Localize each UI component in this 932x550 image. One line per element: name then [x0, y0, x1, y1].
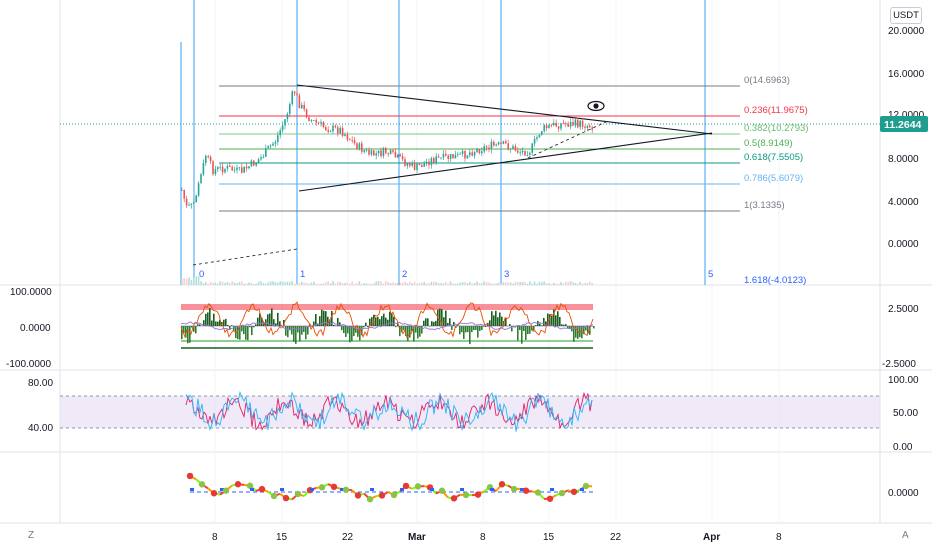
svg-text:40.00: 40.00 — [28, 423, 53, 434]
svg-text:8.0000: 8.0000 — [888, 154, 919, 165]
svg-text:5: 5 — [708, 269, 713, 280]
svg-text:0.0000: 0.0000 — [888, 239, 919, 250]
cycle-lines — [180, 0, 706, 285]
svg-text:-2.5000: -2.5000 — [882, 359, 916, 370]
svg-text:12.0000: 12.0000 — [888, 110, 925, 121]
time-axis[interactable]: 8 15 22 Mar 8 15 22 Apr 8 — [212, 532, 782, 543]
svg-text:16.0000: 16.0000 — [888, 69, 925, 80]
svg-text:1.618(-4.0123): 1.618(-4.0123) — [744, 275, 806, 286]
svg-text:0(14.6963): 0(14.6963) — [744, 75, 790, 86]
svg-text:22: 22 — [342, 532, 354, 543]
svg-text:0.0000: 0.0000 — [888, 488, 919, 499]
oscillator-pane-1 — [180, 301, 595, 349]
svg-text:0: 0 — [199, 269, 204, 280]
svg-text:2.5000: 2.5000 — [888, 304, 919, 315]
svg-text:0.618(7.5505): 0.618(7.5505) — [744, 152, 803, 163]
svg-text:50.00: 50.00 — [893, 408, 918, 419]
auto-scale-button[interactable]: A — [902, 530, 909, 541]
svg-text:0.0000: 0.0000 — [20, 323, 51, 334]
eye-icon[interactable] — [587, 100, 605, 112]
svg-text:15: 15 — [543, 532, 555, 543]
currency-unit-button[interactable]: USDT — [890, 7, 922, 24]
svg-text:11.2644: 11.2644 — [884, 119, 922, 131]
svg-text:8: 8 — [480, 532, 486, 543]
volume-bars — [181, 275, 593, 285]
price-candles — [181, 90, 593, 209]
svg-text:3: 3 — [504, 269, 509, 280]
triangle-pattern[interactable] — [296, 84, 713, 192]
price-axis[interactable]: 20.0000 16.0000 12.0000 8.0000 4.0000 0.… — [888, 26, 925, 250]
osc3-axis: 0.0000 — [888, 488, 919, 499]
osc1-axes: 100.0000 0.0000 -100.0000 2.5000 -2.5000 — [6, 287, 919, 370]
rsi-pane — [60, 390, 880, 432]
svg-text:2: 2 — [402, 269, 407, 280]
svg-text:1(3.1335): 1(3.1335) — [744, 200, 785, 211]
svg-text:100.00: 100.00 — [888, 375, 919, 386]
svg-text:20.0000: 20.0000 — [888, 26, 925, 37]
svg-text:15: 15 — [276, 532, 288, 543]
rsi-axes: 80.00 40.00 100.00 50.00 0.00 — [28, 375, 919, 453]
svg-text:8: 8 — [212, 532, 218, 543]
svg-text:Apr: Apr — [703, 532, 720, 543]
fib-labels: 0(14.6963) 0.236(11.9675) 0.382(10.2793)… — [744, 75, 808, 286]
svg-text:0.786(5.6079): 0.786(5.6079) — [744, 173, 803, 184]
svg-text:0.5(8.9149): 0.5(8.9149) — [744, 138, 793, 149]
svg-text:100.0000: 100.0000 — [10, 287, 52, 298]
svg-text:0.236(11.9675): 0.236(11.9675) — [744, 105, 808, 116]
svg-text:80.00: 80.00 — [28, 378, 53, 389]
current-price-tag: 11.2644 — [880, 116, 928, 132]
svg-text:Mar: Mar — [408, 532, 426, 543]
svg-text:22: 22 — [610, 532, 622, 543]
svg-text:8: 8 — [776, 532, 782, 543]
svg-text:4.0000: 4.0000 — [888, 197, 919, 208]
oscillator-pane-3 — [186, 472, 595, 503]
auto-zoom-button[interactable]: Z — [28, 530, 35, 541]
svg-text:0.382(10.2793): 0.382(10.2793) — [744, 123, 808, 134]
svg-text:0.00: 0.00 — [893, 442, 913, 453]
cycle-labels: 0 1 2 3 5 — [199, 269, 713, 280]
svg-text:1: 1 — [300, 269, 305, 280]
svg-text:-100.0000: -100.0000 — [6, 359, 51, 370]
